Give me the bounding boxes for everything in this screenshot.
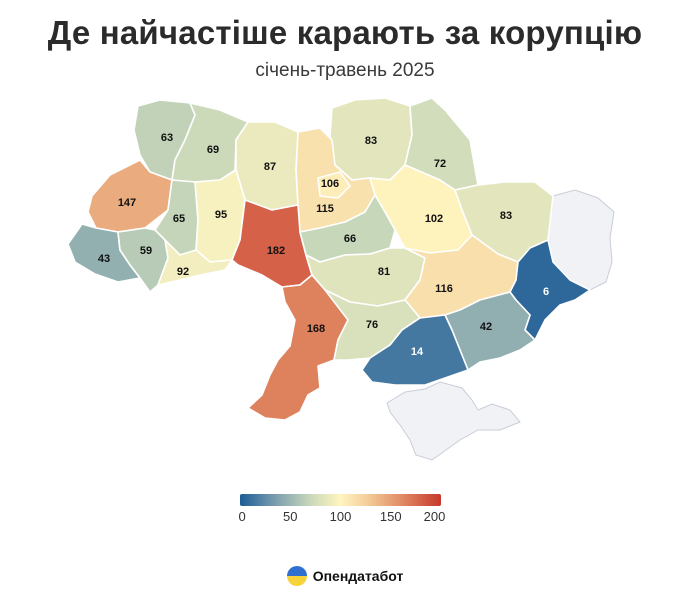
opendatabot-logo-icon bbox=[286, 566, 307, 586]
region-kherson bbox=[361, 314, 469, 386]
color-legend: 0 50 100 150 200 bbox=[238, 494, 446, 527]
region-label-lviv: 147 bbox=[118, 197, 136, 209]
region-label-odesa: 168 bbox=[307, 323, 325, 335]
legend-tick-label: 100 bbox=[329, 509, 352, 524]
region-label-donetsk: 6 bbox=[543, 286, 549, 298]
legend-gradient-bar bbox=[240, 494, 441, 506]
region-label-chernivtsi: 92 bbox=[177, 266, 189, 278]
region-label-ternopil: 65 bbox=[173, 213, 185, 225]
region-crimea bbox=[386, 381, 521, 461]
region-label-poltava: 102 bbox=[425, 213, 443, 225]
region-label-khmelnytskyi: 95 bbox=[215, 209, 227, 221]
region-label-kharkiv: 83 bbox=[500, 210, 512, 222]
region-kyiv-city bbox=[317, 171, 351, 199]
region-label-zakarpattia: 43 bbox=[98, 253, 110, 265]
region-label-sumy: 72 bbox=[434, 158, 446, 170]
map-subtitle: січень-травень 2025 bbox=[255, 60, 435, 81]
brand-footer: Опендатабот bbox=[0, 566, 690, 589]
region-label-ivano-frankivsk: 59 bbox=[140, 245, 152, 257]
brand-name: Опендатабот bbox=[312, 568, 404, 584]
region-chernivtsi bbox=[157, 239, 233, 286]
region-label-kherson: 14 bbox=[411, 346, 424, 358]
region-label-chernihiv: 83 bbox=[365, 135, 377, 147]
region-label-mykolaiv: 76 bbox=[366, 319, 378, 331]
region-label-zaporizhzhia: 42 bbox=[480, 321, 492, 333]
legend-tick-label: 200 bbox=[423, 509, 446, 524]
legend-tick-label: 0 bbox=[238, 509, 246, 524]
legend-tick-label: 50 bbox=[283, 509, 298, 524]
legend-ticks: 0 50 100 150 200 bbox=[238, 509, 446, 527]
region-label-volyn: 63 bbox=[161, 132, 173, 144]
region-label-kirovohrad: 81 bbox=[378, 266, 390, 278]
region-label-kyiv-city: 106 bbox=[321, 178, 339, 190]
region-label-cherkasy: 66 bbox=[344, 233, 356, 245]
legend-tick-label: 150 bbox=[379, 509, 402, 524]
region-label-dnipropetrovsk: 116 bbox=[435, 283, 453, 295]
region-label-kyiv-oblast: 115 bbox=[316, 203, 334, 215]
region-label-zhytomyr: 87 bbox=[264, 161, 276, 173]
region-label-rivne: 69 bbox=[207, 144, 219, 156]
region-label-vinnytsia: 182 bbox=[267, 245, 285, 257]
map-title: Де найчастіше карають за корупцію bbox=[47, 14, 643, 51]
